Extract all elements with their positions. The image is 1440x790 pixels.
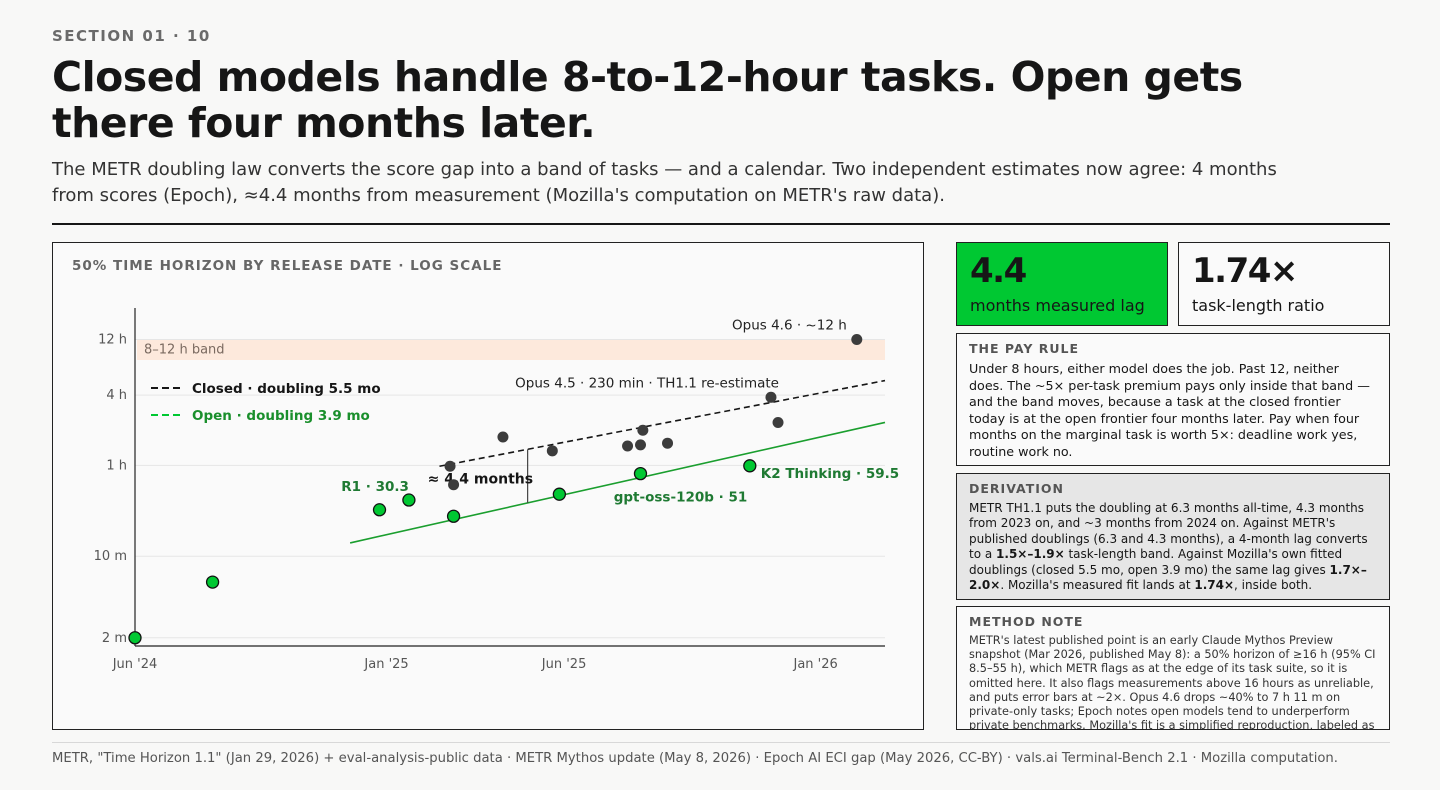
x-tick-label: Jan '26 bbox=[792, 657, 837, 672]
closed-point-label: Opus 4.6 · ~12 h bbox=[732, 317, 847, 333]
open-model-point bbox=[402, 493, 416, 507]
closed-model-point bbox=[497, 431, 509, 443]
open-model-point bbox=[633, 466, 648, 481]
band-label: 8–12 h band bbox=[144, 342, 225, 357]
source-footer: METR, "Time Horizon 1.1" (Jan 29, 2026) … bbox=[52, 751, 1338, 766]
header-divider bbox=[52, 223, 1390, 225]
open-point-label: K2 Thinking · 59.5 bbox=[761, 466, 899, 482]
pay-rule-card: THE PAY RULE Under 8 hours, either model… bbox=[956, 333, 1390, 466]
closed-point-label: Opus 4.5 · 230 min · TH1.1 re-estimate bbox=[515, 375, 779, 391]
derivation-text-2: task-length band. Against Mozilla's own … bbox=[969, 547, 1343, 577]
closed-model-point bbox=[851, 333, 863, 345]
closed-model-point bbox=[772, 416, 784, 428]
method-note-card: METHOD NOTE METR's latest published poin… bbox=[956, 606, 1390, 730]
closed-model-point bbox=[634, 439, 646, 451]
derivation-body: METR TH1.1 puts the doubling at 6.3 mont… bbox=[969, 501, 1377, 593]
open-model-point bbox=[743, 459, 757, 473]
section-label: SECTION 01 · 10 bbox=[52, 27, 211, 45]
open-trend-line bbox=[349, 421, 886, 544]
y-tick-label: 1 h bbox=[106, 458, 127, 473]
open-point-label: gpt-oss-120b · 51 bbox=[614, 490, 748, 506]
chart-title: 50% TIME HORIZON BY RELEASE DATE · LOG S… bbox=[72, 258, 503, 274]
closed-model-point bbox=[662, 437, 674, 449]
legend-open-label: Open · doubling 3.9 mo bbox=[192, 408, 370, 424]
derivation-card: DERIVATION METR TH1.1 puts the doubling … bbox=[956, 473, 1390, 600]
footer-divider bbox=[52, 742, 1390, 743]
derivation-heading: DERIVATION bbox=[969, 481, 1064, 496]
closed-model-point bbox=[546, 445, 558, 457]
derivation-text-4: , inside both. bbox=[1234, 578, 1313, 593]
x-tick-label: Jan '25 bbox=[363, 657, 408, 672]
open-model-point bbox=[552, 487, 567, 501]
y-tick-label: 4 h bbox=[106, 388, 127, 403]
closed-trend-line bbox=[439, 379, 886, 468]
derivation-text-3: . Mozilla's measured fit lands at bbox=[1000, 578, 1195, 593]
ratio-stat-value: 1.74× bbox=[1192, 251, 1298, 291]
open-point-label: R1 · 30.3 bbox=[341, 479, 409, 495]
pay-rule-heading: THE PAY RULE bbox=[969, 341, 1080, 356]
chart-panel: 50% TIME HORIZON BY RELEASE DATE · LOG S… bbox=[52, 242, 924, 730]
ratio-stat-card: 1.74× task-length ratio bbox=[1178, 242, 1390, 326]
lag-stat-card: 4.4 months measured lag bbox=[956, 242, 1168, 326]
y-tick-label: 2 m bbox=[102, 631, 127, 646]
derivation-band-fitted: 1.7×–2.0× bbox=[969, 562, 1367, 593]
time-horizon-chart: 8–12 h band 2 m 10 m 1 h 4 h 12 h Jun '24 Jan '… bbox=[94, 308, 899, 672]
pay-rule-body: Under 8 hours, either model does the job… bbox=[969, 361, 1370, 459]
page-subtitle: The METR doubling law converts the score… bbox=[52, 159, 1277, 206]
open-model-point bbox=[128, 631, 142, 645]
open-model-point bbox=[205, 575, 220, 589]
lag-stat-label: months measured lag bbox=[970, 296, 1145, 315]
derivation-fit-value: 1.74× bbox=[1194, 578, 1235, 593]
target-band bbox=[137, 339, 885, 361]
method-note-heading: METHOD NOTE bbox=[969, 614, 1084, 629]
page-title: Closed models handle 8-to-12-hour tasks.… bbox=[52, 53, 1243, 147]
closed-model-point bbox=[637, 424, 649, 436]
closed-model-point bbox=[765, 391, 777, 403]
closed-model-point bbox=[448, 479, 460, 491]
ratio-stat-label: task-length ratio bbox=[1192, 296, 1325, 315]
y-tick-label: 12 h bbox=[98, 332, 127, 347]
closed-model-point bbox=[622, 440, 634, 452]
lag-annotation: ≈ 4.4 months bbox=[428, 471, 533, 487]
method-note-body: METR's latest published point is an earl… bbox=[969, 634, 1376, 730]
open-model-point bbox=[446, 509, 461, 523]
x-tick-label: Jun '25 bbox=[541, 657, 587, 672]
x-tick-label: Jun '24 bbox=[112, 657, 158, 672]
open-model-point bbox=[372, 503, 387, 517]
derivation-text-1: METR TH1.1 puts the doubling at 6.3 mont… bbox=[969, 501, 1368, 562]
closed-model-point bbox=[444, 460, 456, 472]
y-tick-label: 10 m bbox=[94, 549, 127, 564]
derivation-band-published: 1.5×–1.9× bbox=[996, 547, 1065, 562]
lag-stat-value: 4.4 bbox=[970, 251, 1027, 291]
legend-closed-label: Closed · doubling 5.5 mo bbox=[192, 381, 381, 397]
